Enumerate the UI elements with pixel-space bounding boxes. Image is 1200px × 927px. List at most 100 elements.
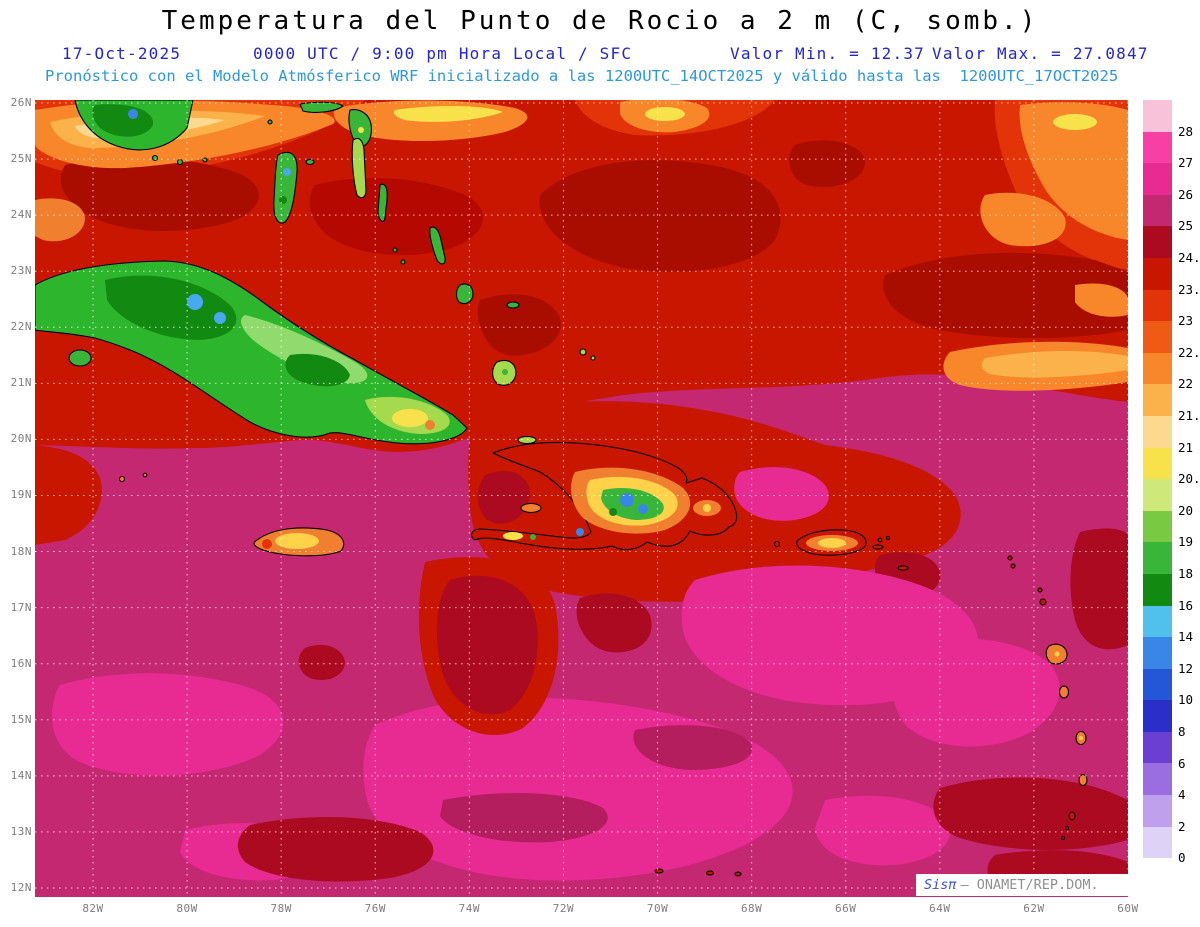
contour-shape bbox=[279, 196, 287, 204]
contour-shape bbox=[305, 158, 315, 166]
contour-shape bbox=[298, 644, 345, 681]
contour-shape bbox=[1070, 528, 1128, 650]
colorbar-cell-17 bbox=[1143, 637, 1172, 669]
contour-shape bbox=[609, 508, 617, 516]
value-max: Valor Max. = 27.0847 bbox=[932, 44, 1149, 63]
contour-shape bbox=[455, 283, 474, 305]
lat-tick-25N: 25N bbox=[10, 152, 32, 166]
lat-tick-26N: 26N bbox=[10, 96, 32, 109]
contour-shape bbox=[60, 156, 259, 232]
colorbar-label-2: 2 bbox=[1178, 818, 1186, 834]
contour-shape bbox=[620, 493, 634, 507]
colorbar-cell-9 bbox=[1143, 384, 1172, 416]
colorbar-cell-24 bbox=[1143, 858, 1172, 890]
cayman-islands bbox=[118, 472, 148, 483]
contour-shape bbox=[1054, 651, 1060, 657]
colorbar-cell-0 bbox=[1143, 100, 1172, 132]
valid-time: 0000 UTC / 9:00 pm Hora Local / SFC bbox=[253, 44, 633, 63]
contour-shape bbox=[351, 137, 367, 199]
contour-shape bbox=[1019, 102, 1128, 240]
contour-shape bbox=[273, 151, 298, 224]
contour-shape bbox=[705, 870, 715, 876]
colorbar-cell-4 bbox=[1143, 226, 1172, 258]
colorbar-label-14: 14 bbox=[1178, 629, 1194, 645]
contour-shape bbox=[734, 871, 742, 877]
contour-shape bbox=[118, 475, 126, 483]
contour-shape bbox=[477, 471, 530, 524]
contour-shape bbox=[576, 528, 584, 536]
contour-shape bbox=[815, 795, 950, 866]
lat-tick-19N: 19N bbox=[10, 488, 32, 502]
lesser-antilles bbox=[897, 555, 1088, 885]
contour-shape bbox=[151, 154, 159, 162]
colorbar-label-25: 25 bbox=[1178, 218, 1194, 234]
contour-shape bbox=[35, 198, 85, 242]
lat-tick-20N: 20N bbox=[10, 432, 32, 446]
watermark-brand: Sisπ bbox=[924, 877, 957, 893]
map-canvas bbox=[35, 100, 1128, 897]
watermark-text: – ONAMET/REP.DOM. bbox=[960, 877, 1099, 893]
colorbar-cell-11 bbox=[1143, 447, 1172, 480]
contour-shape bbox=[818, 538, 846, 548]
colorbar-cell-7 bbox=[1143, 321, 1172, 353]
contour-shape bbox=[299, 101, 344, 113]
contour-shape bbox=[885, 535, 891, 541]
lon-tick-68W: 68W bbox=[740, 902, 763, 915]
contour-shape bbox=[502, 369, 508, 375]
colorbar-label-8: 8 bbox=[1178, 724, 1186, 739]
lat-tick-21N: 21N bbox=[10, 376, 32, 390]
contour-shape bbox=[539, 160, 781, 272]
colorbar-cell-21 bbox=[1143, 763, 1172, 796]
contour-shape bbox=[393, 106, 503, 122]
contour-shape bbox=[237, 816, 434, 882]
lon-tick-62W: 62W bbox=[1023, 902, 1045, 915]
lon-tick-70W: 70W bbox=[646, 902, 669, 915]
contour-shape bbox=[1039, 598, 1047, 606]
contour-shape bbox=[789, 140, 866, 188]
contour-shape bbox=[105, 275, 237, 340]
lon-tick-74W: 74W bbox=[458, 902, 481, 915]
colorbar-label-12: 12 bbox=[1178, 660, 1194, 676]
contour-shape bbox=[392, 409, 428, 427]
lon-tick-66W: 66W bbox=[835, 902, 857, 915]
lon-tick-64W: 64W bbox=[929, 902, 951, 915]
lon-tick-78W: 78W bbox=[270, 902, 292, 915]
contour-shape bbox=[35, 445, 102, 545]
contour-shape bbox=[400, 259, 406, 265]
lat-tick-16N: 16N bbox=[10, 656, 32, 670]
contour-shape bbox=[128, 109, 138, 119]
colorbar-label-21.5: 21.5 bbox=[1178, 408, 1200, 423]
jamaica bbox=[253, 527, 345, 557]
lon-tick-80W: 80W bbox=[176, 902, 198, 915]
cuba bbox=[35, 260, 468, 445]
contour-shape bbox=[477, 294, 561, 356]
contour-shape bbox=[579, 348, 587, 356]
colorbar-label-24.5: 24.5 bbox=[1178, 250, 1200, 265]
hispaniola bbox=[470, 435, 781, 551]
colorbar-cell-15 bbox=[1143, 573, 1172, 606]
colorbar-cell-16 bbox=[1143, 605, 1172, 638]
contour-shape bbox=[703, 504, 711, 512]
lat-tick-15N: 15N bbox=[10, 712, 32, 726]
contour-shape bbox=[176, 158, 184, 166]
watermark: Sisπ – ONAMET/REP.DOM. bbox=[916, 874, 1130, 896]
south-region-contours bbox=[35, 401, 1128, 890]
value-min: Valor Min. = 12.37 bbox=[730, 44, 925, 63]
lat-tick-22N: 22N bbox=[10, 320, 32, 334]
colorbar-label-22.5: 22.5 bbox=[1178, 344, 1200, 360]
vieques bbox=[872, 544, 884, 550]
contour-shape bbox=[883, 252, 1128, 339]
colorbar-label-26: 26 bbox=[1178, 186, 1194, 202]
contour-shape bbox=[1060, 835, 1066, 841]
lat-tick-13N: 13N bbox=[10, 824, 32, 838]
colorbar-label-0: 0 bbox=[1178, 850, 1186, 866]
contour-shape bbox=[590, 355, 596, 361]
mona bbox=[773, 540, 781, 548]
contour-shape bbox=[51, 673, 284, 776]
colorbar-cells bbox=[1143, 100, 1172, 890]
contour-shape bbox=[1010, 563, 1016, 569]
contour-shape bbox=[654, 868, 664, 874]
colorbar-cell-6 bbox=[1143, 289, 1172, 322]
contour-shape bbox=[214, 312, 226, 324]
colorbar-label-23: 23 bbox=[1178, 313, 1194, 329]
